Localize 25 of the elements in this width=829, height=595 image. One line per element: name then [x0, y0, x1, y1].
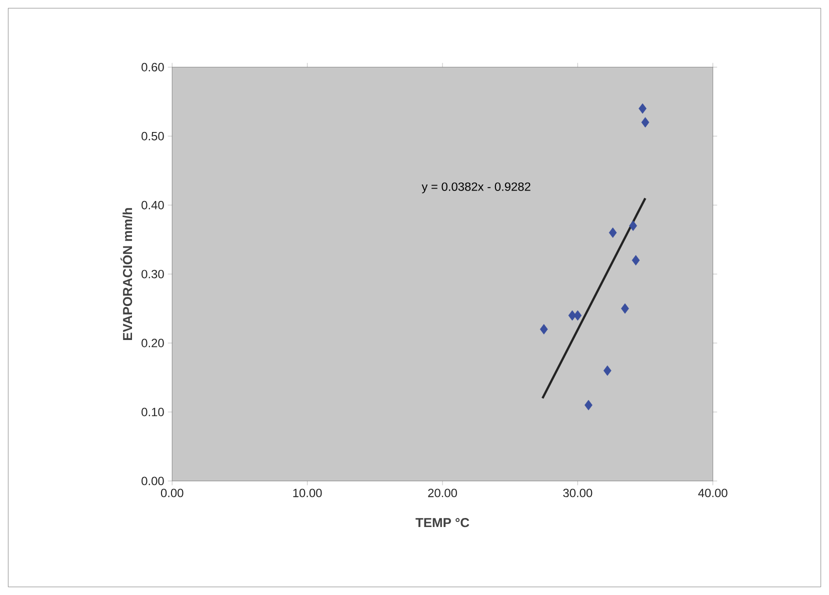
x-tick-label: 20.00 — [428, 488, 457, 498]
x-tick-label: 40.00 — [698, 488, 728, 498]
y-tick-label: 0.30 — [142, 270, 164, 278]
y-tick-label: 0.50 — [142, 132, 164, 140]
x-tick-label: 0.00 — [160, 488, 184, 498]
point — [603, 365, 612, 376]
y-tick-label: 0.10 — [142, 408, 164, 416]
x-tick-label: 10.00 — [293, 488, 322, 498]
y-tick-label: 0.00 — [142, 476, 164, 486]
point — [584, 400, 592, 410]
y-tick-label: 0.20 — [142, 338, 164, 348]
y-tick-label: 0.60 — [142, 62, 164, 72]
annotation: y = 0.0382x - 0.9282 — [422, 182, 530, 194]
point — [638, 103, 647, 114]
x-tick-label: 30.00 — [563, 488, 592, 498]
point — [629, 220, 638, 231]
y-axis-title: EVAPORACIÓN mm/h — [120, 208, 132, 340]
point — [608, 227, 617, 238]
y-tick-label: 0.40 — [142, 200, 164, 210]
point — [641, 117, 650, 128]
point — [621, 303, 629, 314]
point — [632, 255, 640, 266]
x-axis-title: TEMP °C — [416, 518, 470, 528]
point — [574, 310, 582, 321]
point — [540, 324, 548, 334]
